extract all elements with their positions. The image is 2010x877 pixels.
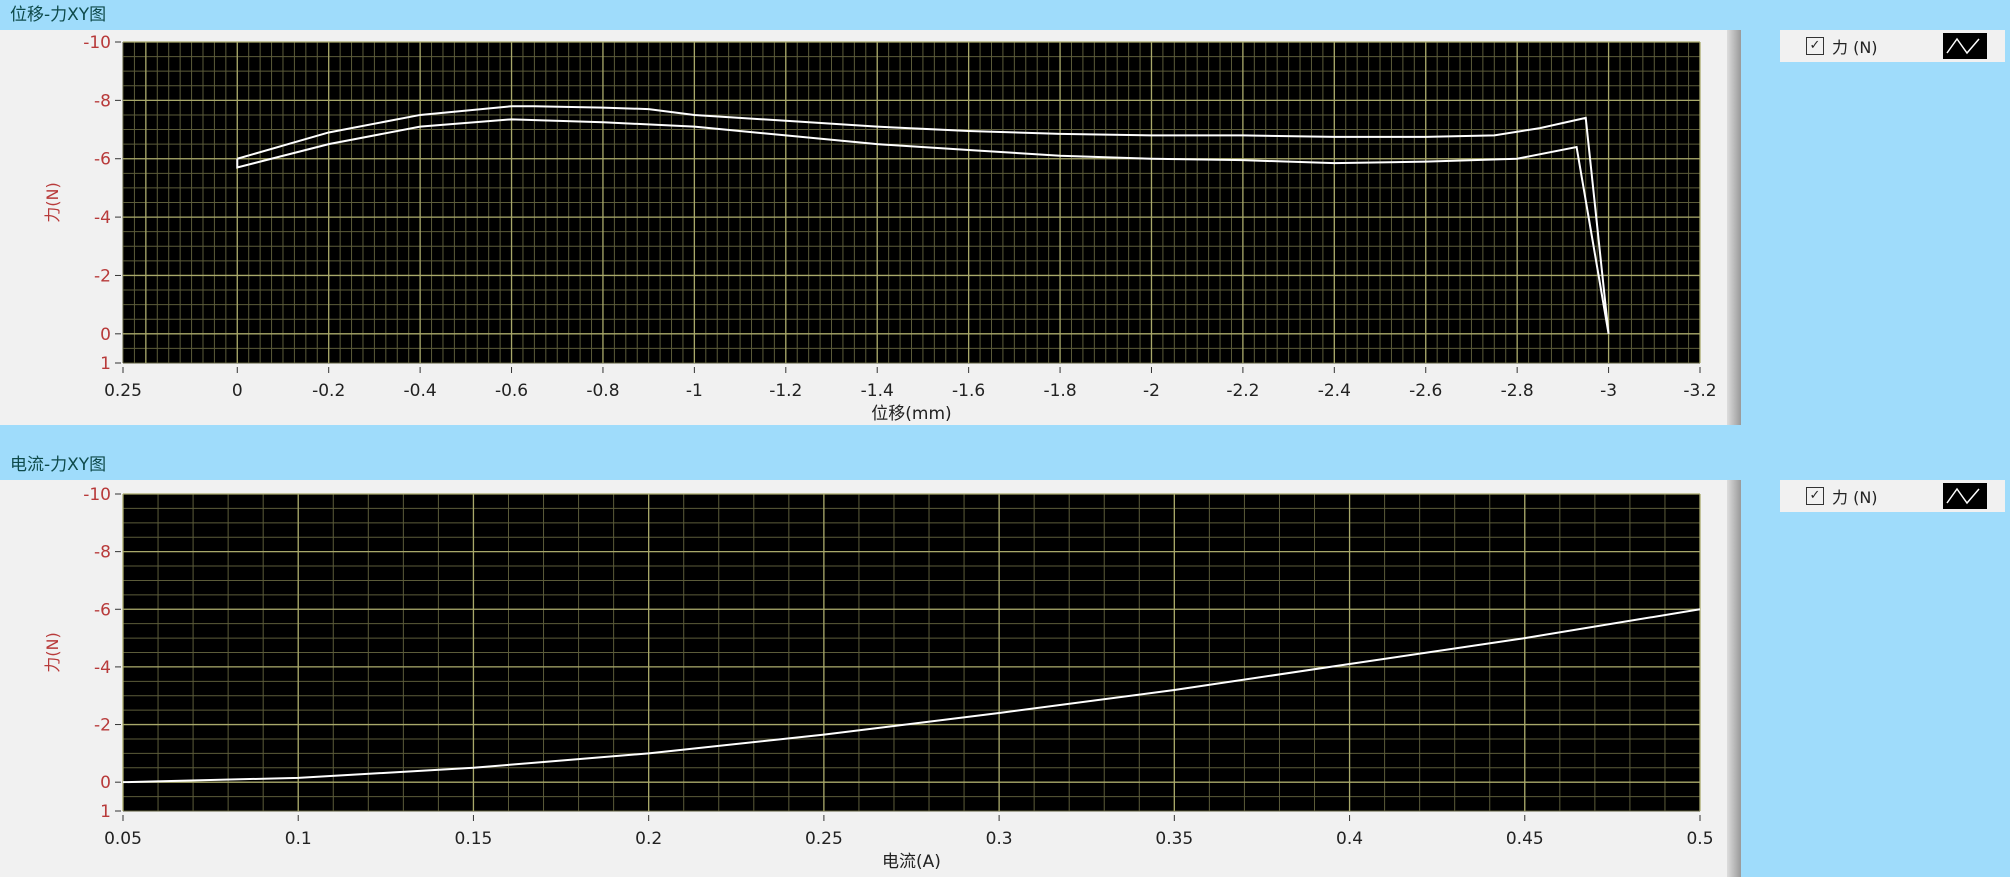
y-tick-label: -2 bbox=[94, 716, 111, 736]
y-tick-label: -8 bbox=[94, 543, 111, 563]
x-tick-label: 0.2 bbox=[635, 829, 662, 849]
x-tick-label: -0.4 bbox=[404, 381, 437, 401]
y-axis-label: 力(N) bbox=[43, 182, 62, 222]
y-tick-label: -10 bbox=[83, 485, 111, 505]
plot-legend[interactable]: ✓ 力 (N) bbox=[1780, 30, 2005, 62]
panel-scrollbar[interactable] bbox=[1727, 30, 1741, 425]
x-tick-label: -1.2 bbox=[769, 381, 802, 401]
x-tick-label: -2.4 bbox=[1318, 381, 1351, 401]
y-tick-label: 1 bbox=[100, 354, 111, 374]
x-tick-label: -1.8 bbox=[1043, 381, 1076, 401]
x-tick-label: -0.8 bbox=[586, 381, 619, 401]
y-tick-label: 1 bbox=[100, 802, 111, 822]
plot-legend[interactable]: ✓ 力 (N) bbox=[1780, 480, 2005, 512]
x-tick-label: -2 bbox=[1143, 381, 1160, 401]
chart-title-displacement: 位移-力XY图 bbox=[0, 0, 2010, 30]
x-tick-label: 0 bbox=[232, 381, 243, 401]
x-axis-label: 电流(A) bbox=[882, 852, 941, 872]
x-tick-label: -2.8 bbox=[1501, 381, 1534, 401]
legend-label: 力 (N) bbox=[1832, 488, 1878, 507]
x-tick-label: 0.25 bbox=[104, 381, 142, 401]
y-tick-label: -10 bbox=[83, 33, 111, 53]
x-tick-label: -1.6 bbox=[952, 381, 985, 401]
series-trace bbox=[236, 105, 1610, 334]
y-tick-label: -2 bbox=[94, 266, 111, 286]
x-tick-label: -3 bbox=[1600, 381, 1617, 401]
x-tick-label: -1 bbox=[686, 381, 703, 401]
line-style-icon[interactable] bbox=[1943, 483, 1987, 509]
x-tick-label: -0.6 bbox=[495, 381, 528, 401]
xy-graph-current-force[interactable]: -10 -8 -6 -4 -2 0 1 0.05 0.1 0.15 0.2 0.25 0.3 0.35 0.… bbox=[0, 480, 1727, 877]
x-tick-label: -3.2 bbox=[1683, 381, 1716, 401]
chart-title-current: 电流-力XY图 bbox=[0, 450, 2010, 480]
xy-graph-displacement-force[interactable]: -10 -8 -6 -4 -2 0 1 0.25 0 -0.2 -0.4 -0.6 -0.8 -1 -1.2… bbox=[0, 30, 1727, 425]
x-tick-label: 0.5 bbox=[1686, 829, 1713, 849]
x-tick-label: 0.15 bbox=[455, 829, 493, 849]
y-tick-label: -6 bbox=[94, 150, 111, 170]
panel-scrollbar[interactable] bbox=[1727, 480, 1741, 877]
x-tick-label: -1.4 bbox=[861, 381, 894, 401]
x-tick-label: 0.1 bbox=[285, 829, 312, 849]
y-tick-label: -4 bbox=[94, 208, 111, 228]
y-tick-label: -6 bbox=[94, 600, 111, 620]
x-tick-label: -2.6 bbox=[1409, 381, 1442, 401]
x-tick-label: 0.45 bbox=[1506, 829, 1544, 849]
y-tick-label: -8 bbox=[94, 91, 111, 111]
y-tick-label: -4 bbox=[94, 658, 111, 678]
legend-checkbox[interactable]: ✓ bbox=[1806, 487, 1824, 505]
x-tick-label: 0.25 bbox=[805, 829, 843, 849]
y-axis-label: 力(N) bbox=[43, 632, 62, 672]
series-trace bbox=[122, 608, 1701, 784]
x-axis-label: 位移(mm) bbox=[871, 404, 951, 424]
x-tick-label: 0.05 bbox=[104, 829, 142, 849]
line-style-icon[interactable] bbox=[1943, 33, 1987, 59]
x-tick-label: 0.35 bbox=[1155, 829, 1193, 849]
x-tick-label: 0.4 bbox=[1336, 829, 1363, 849]
y-tick-label: 0 bbox=[100, 773, 111, 793]
y-tick-label: 0 bbox=[100, 325, 111, 345]
legend-checkbox[interactable]: ✓ bbox=[1806, 37, 1824, 55]
legend-label: 力 (N) bbox=[1832, 38, 1878, 57]
x-tick-label: 0.3 bbox=[986, 829, 1013, 849]
x-tick-label: -2.2 bbox=[1226, 381, 1259, 401]
x-tick-label: -0.2 bbox=[312, 381, 345, 401]
